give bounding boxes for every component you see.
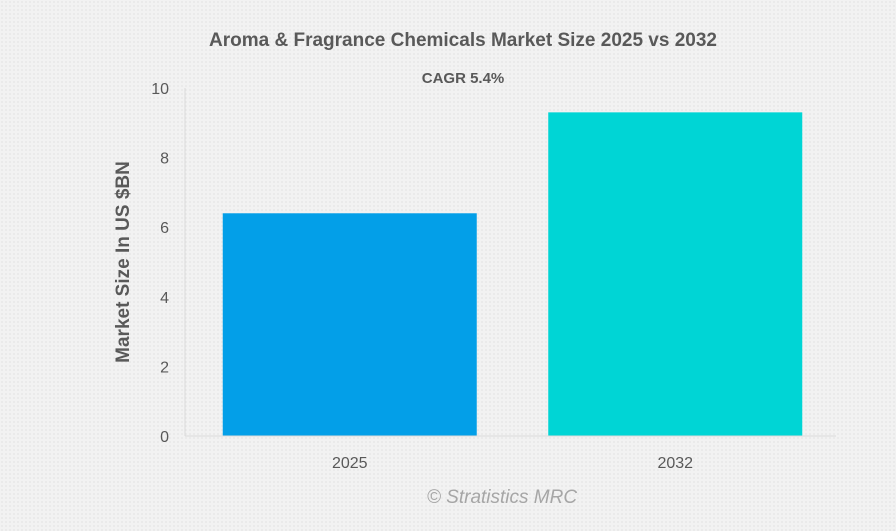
y-axis-title: Market Size In US $BN — [113, 161, 134, 363]
watermark: © Stratistics MRC — [427, 487, 577, 508]
chart-subtitle: CAGR 5.4% — [422, 70, 505, 87]
bars-group — [222, 112, 803, 437]
y-axis-ticks: 0 2 4 6 8 10 — [151, 81, 169, 446]
chart-title: Aroma & Fragrance Chemicals Market Size … — [209, 30, 717, 51]
bar-2032 — [548, 112, 803, 437]
y-tick-label: 2 — [160, 359, 169, 376]
y-tick-label: 6 — [160, 220, 169, 237]
x-tick-label: 2025 — [332, 455, 368, 472]
y-tick-label: 4 — [160, 290, 169, 307]
y-tick-label: 10 — [151, 81, 169, 98]
y-tick-label: 8 — [160, 151, 169, 168]
y-tick-label: 0 — [160, 429, 169, 446]
x-axis-ticks: 2025 2032 — [332, 455, 693, 472]
bar-2025 — [222, 213, 477, 436]
x-tick-label: 2032 — [657, 455, 693, 472]
